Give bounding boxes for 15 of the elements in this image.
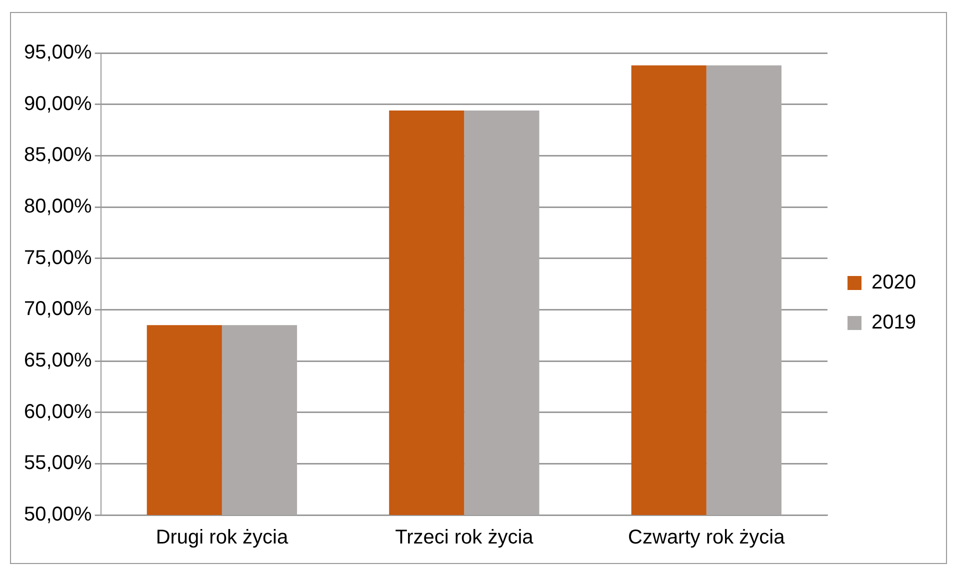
y-tick-label: 50,00%: [24, 504, 92, 526]
y-tick-label: 85,00%: [24, 144, 92, 166]
y-tick-label: 65,00%: [24, 350, 92, 372]
y-tick-label: 70,00%: [24, 298, 92, 320]
x-tick-label: Drugi rok życia: [156, 526, 289, 549]
y-tick-label: 90,00%: [24, 92, 92, 115]
legend-label: 2020: [872, 272, 916, 294]
y-tick-label: 80,00%: [24, 196, 92, 218]
y-tick-label: 60,00%: [24, 400, 92, 423]
x-tick-label: Czwarty rok życia: [628, 526, 786, 549]
y-tick-label: 95,00%: [24, 42, 92, 64]
legend-label: 2019: [872, 312, 916, 334]
x-tick-label: Trzeci rok życia: [395, 526, 534, 549]
y-tick-label: 75,00%: [24, 246, 92, 269]
y-tick-label: 55,00%: [24, 452, 92, 474]
